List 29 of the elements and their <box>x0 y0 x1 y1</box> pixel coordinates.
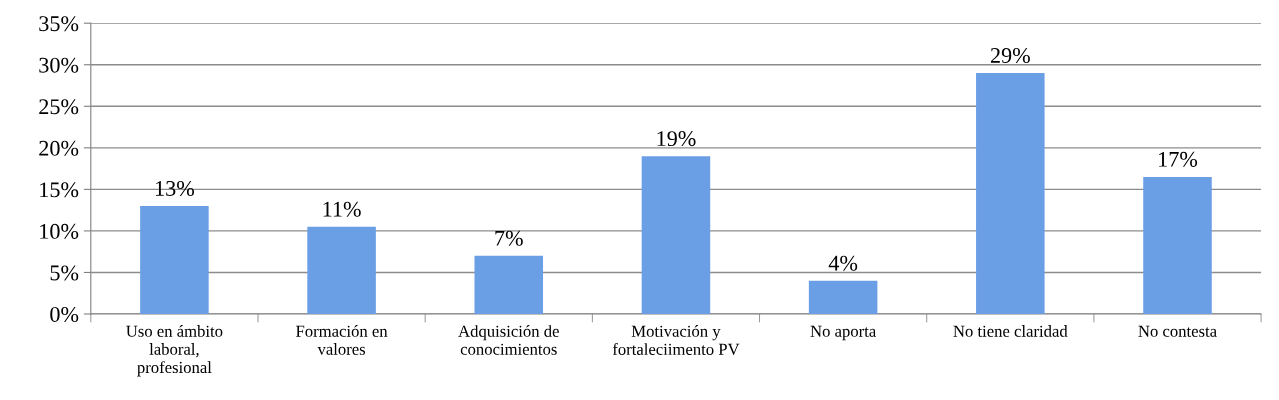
y-tick-label: 15% <box>40 182 79 198</box>
y-tick-label: 30% <box>39 57 79 73</box>
y-tick-label: 35% <box>39 16 79 32</box>
data-label: 29% <box>990 47 1030 64</box>
bar <box>641 156 711 314</box>
bar <box>1143 176 1212 314</box>
y-tick-label: 10% <box>40 223 79 239</box>
data-label: 19% <box>657 131 696 147</box>
data-label: 11% <box>323 201 361 217</box>
bar <box>307 226 376 314</box>
x-tick-label: No tiene claridad <box>953 325 1068 337</box>
x-tick-label: No contesta <box>1138 325 1217 337</box>
x-tick-label: Uso en ámbito laboral, profesional <box>126 325 223 377</box>
y-tick-label: 0% <box>50 306 79 322</box>
x-tick-label: Formación en valores <box>296 325 388 355</box>
data-label: 17% <box>1159 151 1198 167</box>
data-label: 4% <box>828 255 858 271</box>
data-label: 13% <box>155 180 195 196</box>
x-tick-label: Adquisición de conocimientos <box>458 325 559 355</box>
bar <box>474 255 544 314</box>
y-tick-label: 5% <box>50 265 79 281</box>
bar <box>976 73 1045 314</box>
bar <box>808 280 878 314</box>
y-tick-label: 25% <box>39 99 79 115</box>
data-label: 7% <box>495 230 523 246</box>
x-tick-label: No aporta <box>810 325 876 341</box>
y-tick-label: 20% <box>39 140 79 156</box>
bar <box>140 205 209 314</box>
x-tick-label: Motivación y fortaleciimento PV <box>612 325 740 355</box>
